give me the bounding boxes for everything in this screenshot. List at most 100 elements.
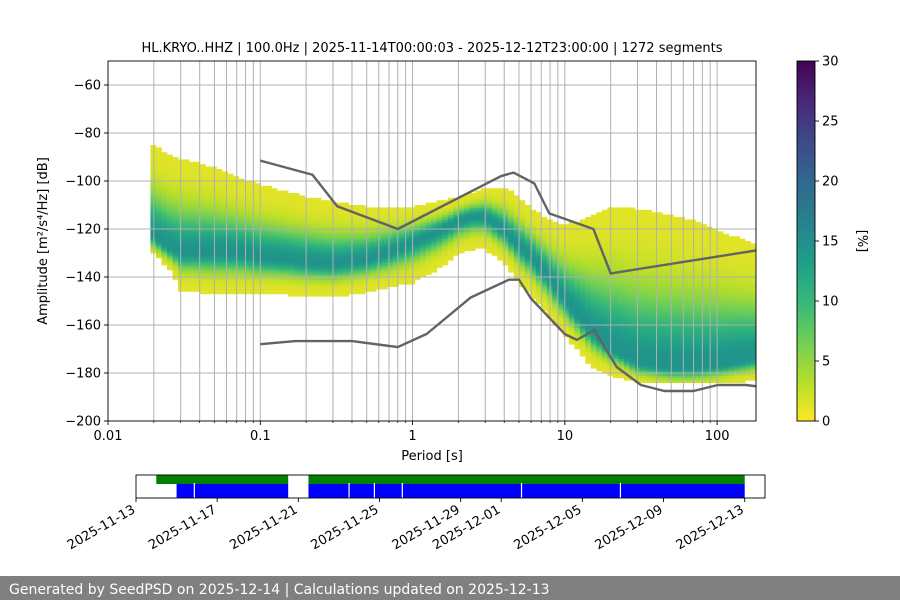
heatmap-cell	[519, 241, 525, 244]
heatmap-cell	[673, 378, 679, 381]
heatmap-cell	[222, 222, 228, 225]
heatmap-cell	[679, 315, 685, 318]
heatmap-cell	[183, 195, 189, 198]
heatmap-cell	[272, 272, 278, 275]
heatmap-cell	[563, 248, 569, 251]
heatmap-cell	[706, 375, 712, 378]
heatmap-cell	[613, 267, 619, 270]
heatmap-cell	[310, 200, 316, 203]
heatmap-cell	[299, 195, 305, 198]
heatmap-cell	[558, 299, 564, 302]
heatmap-cell	[316, 248, 322, 251]
heatmap-cell	[602, 282, 608, 285]
heatmap-cell	[662, 303, 668, 306]
heatmap-cell	[618, 332, 624, 335]
heatmap-cell	[519, 215, 525, 218]
heatmap-cell	[250, 243, 256, 246]
heatmap-cell	[365, 258, 371, 261]
heatmap-cell	[673, 241, 679, 244]
heatmap-cell	[486, 234, 492, 237]
heatmap-cell	[299, 200, 305, 203]
heatmap-cell	[327, 267, 333, 270]
heatmap-cell	[404, 236, 410, 239]
heatmap-cell	[706, 303, 712, 306]
heatmap-cell	[646, 210, 652, 213]
heatmap-cell	[288, 291, 294, 294]
heatmap-cell	[448, 248, 454, 251]
heatmap-cell	[189, 289, 195, 292]
heatmap-cell	[629, 313, 635, 316]
heatmap-cell	[371, 284, 377, 287]
heatmap-cell	[629, 217, 635, 220]
heatmap-cell	[701, 291, 707, 294]
heatmap-cell	[728, 291, 734, 294]
heatmap-cell	[470, 203, 476, 206]
heatmap-cell	[288, 215, 294, 218]
heatmap-cell	[492, 234, 498, 237]
heatmap-cell	[470, 243, 476, 246]
heatmap-cell	[172, 188, 178, 191]
heatmap-cell	[541, 231, 547, 234]
heatmap-cell	[596, 320, 602, 323]
heatmap-cell	[244, 191, 250, 194]
heatmap-cell	[629, 351, 635, 354]
heatmap-cell	[338, 217, 344, 220]
heatmap-cell	[321, 294, 327, 297]
heatmap-cell	[437, 231, 443, 234]
heatmap-cell	[497, 205, 503, 208]
heatmap-cell	[310, 284, 316, 287]
heatmap-cell	[541, 299, 547, 302]
heatmap-cell	[657, 246, 663, 249]
heatmap-cell	[701, 303, 707, 306]
heatmap-cell	[558, 234, 564, 237]
heatmap-cell	[316, 212, 322, 215]
heatmap-cell	[717, 291, 723, 294]
heatmap-cell	[294, 279, 300, 282]
heatmap-cell	[690, 267, 696, 270]
heatmap-cell	[585, 299, 591, 302]
heatmap-cell	[272, 253, 278, 256]
heatmap-cell	[354, 265, 360, 268]
heatmap-cell	[618, 335, 624, 338]
heatmap-cell	[442, 246, 448, 249]
heatmap-cell	[657, 378, 663, 381]
heatmap-cell	[343, 219, 349, 222]
heatmap-cell	[701, 231, 707, 234]
heatmap-cell	[316, 255, 322, 258]
heatmap-cell	[250, 282, 256, 285]
heatmap-cell	[431, 243, 437, 246]
heatmap-cell	[183, 210, 189, 213]
heatmap-cell	[657, 279, 663, 282]
heatmap-cell	[266, 207, 272, 210]
heatmap-cell	[585, 308, 591, 311]
heatmap-cell	[624, 282, 630, 285]
heatmap-cell	[613, 344, 619, 347]
heatmap-cell	[183, 260, 189, 263]
heatmap-cell	[563, 279, 569, 282]
heatmap-cell	[316, 279, 322, 282]
heatmap-cell	[690, 239, 696, 242]
heatmap-cell	[316, 203, 322, 206]
heatmap-cell	[596, 349, 602, 352]
heatmap-cell	[239, 284, 245, 287]
heatmap-cell	[272, 265, 278, 268]
heatmap-cell	[662, 356, 668, 359]
heatmap-cell	[486, 222, 492, 225]
heatmap-cell	[437, 253, 443, 256]
heatmap-cell	[239, 236, 245, 239]
heatmap-cell	[646, 351, 652, 354]
heatmap-cell	[613, 236, 619, 239]
heatmap-cell	[552, 282, 558, 285]
heatmap-cell	[541, 260, 547, 263]
heatmap-cell	[596, 363, 602, 366]
heatmap-cell	[183, 234, 189, 237]
heatmap-cell	[695, 294, 701, 297]
heatmap-cell	[662, 327, 668, 330]
heatmap-cell	[404, 260, 410, 263]
heatmap-cell	[321, 203, 327, 206]
heatmap-cell	[552, 243, 558, 246]
heatmap-cell	[734, 356, 740, 359]
heatmap-cell	[404, 243, 410, 246]
heatmap-cell	[183, 270, 189, 273]
heatmap-cell	[261, 251, 267, 254]
